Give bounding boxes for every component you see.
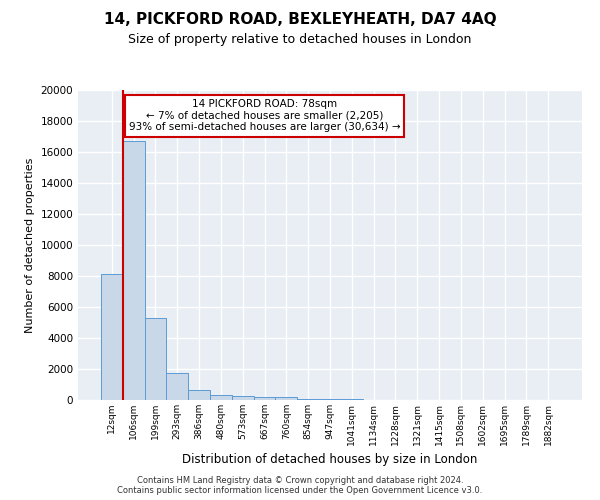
Text: Size of property relative to detached houses in London: Size of property relative to detached ho…: [128, 32, 472, 46]
Text: 14, PICKFORD ROAD, BEXLEYHEATH, DA7 4AQ: 14, PICKFORD ROAD, BEXLEYHEATH, DA7 4AQ: [104, 12, 496, 28]
Bar: [188, 390, 210, 400]
Text: 14 PICKFORD ROAD: 78sqm
← 7% of detached houses are smaller (2,205)
93% of semi-: 14 PICKFORD ROAD: 78sqm ← 7% of detached…: [128, 100, 400, 132]
Text: Contains HM Land Registry data © Crown copyright and database right 2024.
Contai: Contains HM Land Registry data © Crown c…: [118, 476, 482, 495]
Bar: [101, 274, 123, 400]
Bar: [123, 141, 145, 400]
Bar: [166, 373, 188, 400]
Bar: [275, 397, 297, 400]
Bar: [232, 396, 254, 400]
Bar: [210, 394, 232, 400]
Bar: [297, 399, 319, 400]
Bar: [319, 399, 341, 400]
Y-axis label: Number of detached properties: Number of detached properties: [25, 158, 35, 332]
Bar: [145, 318, 166, 400]
Bar: [254, 397, 275, 400]
X-axis label: Distribution of detached houses by size in London: Distribution of detached houses by size …: [182, 453, 478, 466]
